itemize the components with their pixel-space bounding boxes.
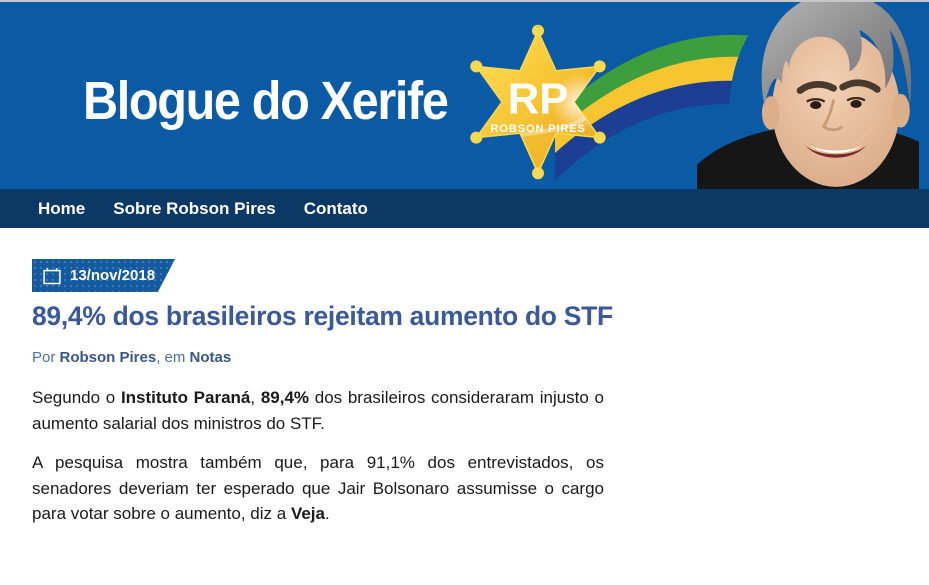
- svg-text:RP: RP: [508, 75, 568, 123]
- svg-text:ROBSON PIRES: ROBSON PIRES: [490, 123, 585, 135]
